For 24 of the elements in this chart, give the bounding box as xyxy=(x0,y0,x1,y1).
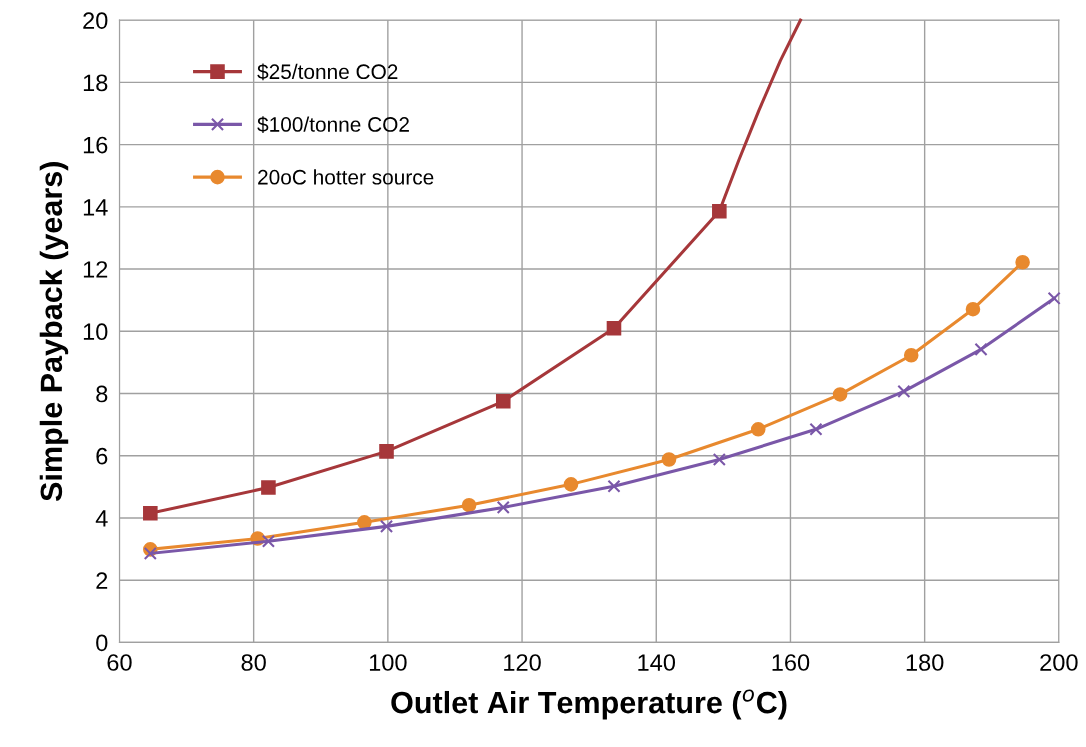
legend-label: 20oC hotter source xyxy=(258,169,434,185)
x-tick-label: 160 xyxy=(772,654,810,671)
legend-label: $25/tonne CO2 xyxy=(257,63,398,81)
x-tick-label: 100 xyxy=(369,654,407,671)
y-tick-label: 16 xyxy=(83,136,108,154)
y-tick-label: 14 xyxy=(83,199,108,216)
y-tick-label: 8 xyxy=(96,385,108,403)
x-tick-label: 80 xyxy=(241,654,266,671)
y-tick-label: 10 xyxy=(83,323,108,341)
x-tick-label: 120 xyxy=(504,654,541,671)
y-tick-label: 18 xyxy=(83,74,108,92)
legend-label: $100/tonne CO2 xyxy=(257,116,409,134)
y-tick-label: 2 xyxy=(96,572,108,589)
y-tick-label: 20 xyxy=(83,12,108,29)
x-tick-label: 200 xyxy=(1040,654,1078,671)
x-tick-label: 60 xyxy=(107,654,132,671)
x-axis-title: Outlet Air Temperature ($^{o}$C) xyxy=(391,689,787,720)
y-tick-label: 0 xyxy=(96,634,108,652)
y-tick-label: 4 xyxy=(95,510,108,527)
x-tick-label: 140 xyxy=(638,654,676,671)
y-axis-title: Simple Payback (years) xyxy=(39,162,69,502)
y-tick-label: 12 xyxy=(83,261,108,278)
x-tick-label: 180 xyxy=(906,654,944,671)
y-tick-label: 6 xyxy=(96,447,108,465)
